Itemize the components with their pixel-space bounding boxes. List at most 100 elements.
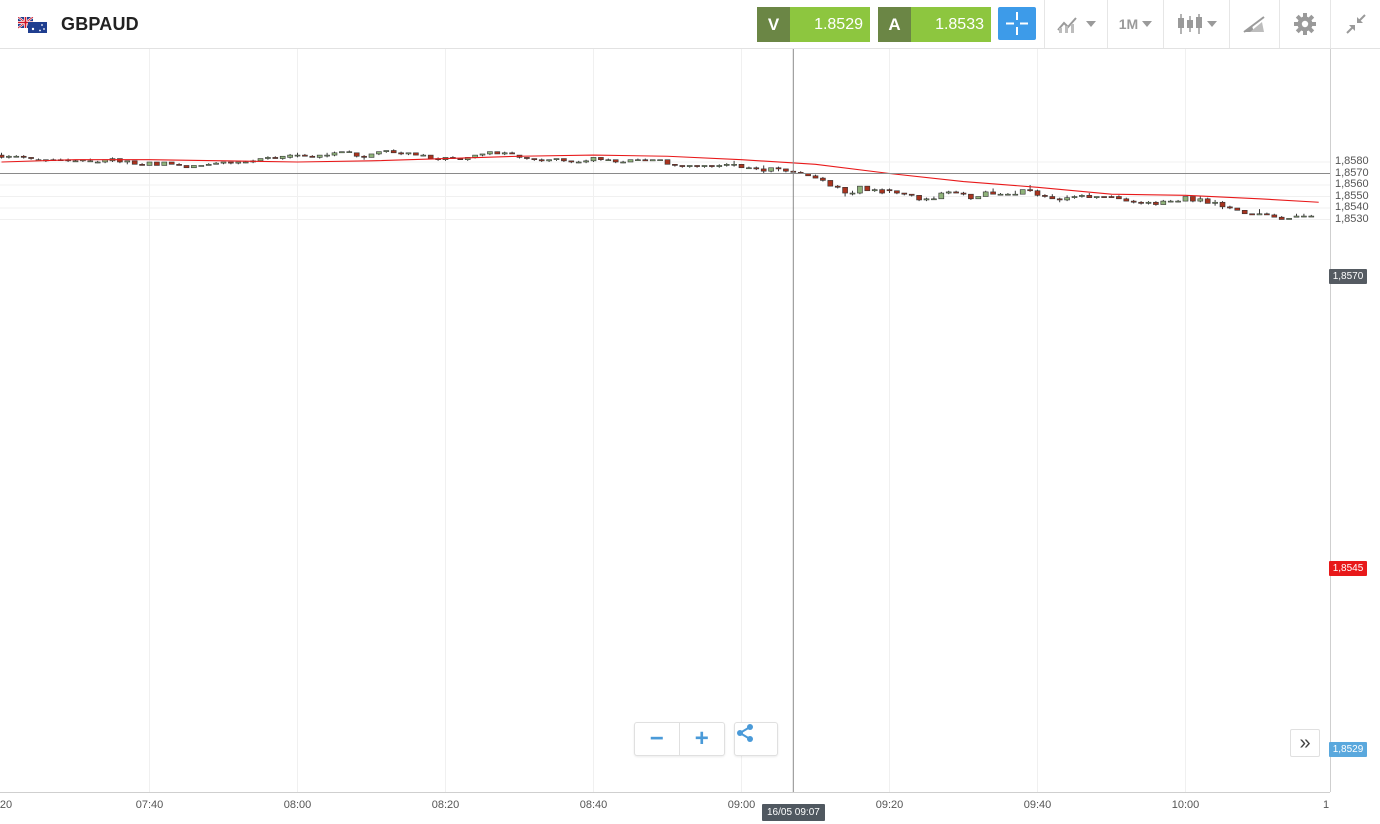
- candle-body-down: [864, 185, 871, 192]
- candle: [546, 159, 552, 162]
- y-tick-label: 1,8550: [1335, 189, 1369, 202]
- candle: [575, 160, 582, 164]
- candle-body-down: [812, 175, 819, 179]
- zoom-out-button[interactable]: −: [635, 723, 680, 755]
- candle: [1160, 199, 1167, 205]
- candle: [894, 190, 900, 195]
- candle-body-down: [842, 187, 848, 194]
- candle: [694, 165, 700, 168]
- crosshair-price-badge: 1,8570: [1329, 269, 1367, 284]
- candle-body-up: [1256, 213, 1263, 216]
- candle-body-up: [339, 151, 345, 154]
- candle: [176, 163, 182, 166]
- candle: [1301, 213, 1307, 218]
- candle-body-up: [945, 191, 952, 194]
- candle: [1042, 194, 1048, 198]
- candle: [1182, 196, 1189, 202]
- candle-body-up: [1145, 201, 1152, 204]
- candle: [20, 155, 27, 159]
- candle: [612, 159, 619, 164]
- candle: [1056, 197, 1063, 203]
- candle-body-up: [849, 192, 856, 195]
- candle-body-down: [834, 185, 841, 188]
- timeframe-dropdown[interactable]: 1M: [1107, 0, 1163, 48]
- candle: [131, 160, 138, 165]
- candle-body-up: [124, 160, 131, 163]
- candle: [94, 160, 101, 164]
- gear-icon: [1294, 13, 1316, 35]
- candle: [701, 165, 708, 168]
- candle: [1308, 214, 1315, 218]
- x-tick-label: 08:20: [431, 799, 460, 811]
- candle-body-up: [420, 154, 427, 157]
- y-tick-label: 1,8580: [1335, 155, 1369, 167]
- candle: [598, 157, 604, 161]
- symbol-title: GBPAUD: [61, 14, 139, 34]
- candle: [1138, 201, 1144, 205]
- collapse-button[interactable]: [1330, 0, 1380, 48]
- candle: [916, 195, 922, 202]
- candle-body-down: [561, 158, 567, 162]
- candle-body-up: [1064, 197, 1070, 201]
- candle-body-up: [235, 161, 242, 164]
- candle-body-down: [1116, 196, 1122, 200]
- x-tick-label: 20: [0, 799, 13, 811]
- y-tick-label: 1,8540: [1335, 201, 1369, 213]
- x-tick-label: 10:00: [1171, 799, 1200, 811]
- candle: [509, 151, 515, 155]
- chart-canvas[interactable]: [0, 49, 1380, 824]
- sell-label: V: [757, 7, 790, 42]
- candle-body-down: [131, 160, 138, 165]
- candle: [479, 153, 486, 157]
- last-price-badge: 1,8529: [1329, 742, 1367, 757]
- zoom-in-button[interactable]: +: [694, 725, 709, 752]
- candle-body-down: [272, 157, 279, 159]
- candle: [183, 165, 190, 169]
- candle: [1219, 201, 1226, 210]
- candle-body-down: [990, 191, 996, 195]
- sell-price-button[interactable]: V 1.8529: [757, 7, 870, 42]
- candle-body-down: [302, 154, 308, 157]
- candle-body-down: [694, 165, 700, 167]
- candlestick-icon: [1177, 14, 1202, 34]
- candle-body-up: [501, 152, 508, 155]
- buy-price-button[interactable]: A 1.8533: [878, 7, 991, 42]
- collapse-icon: [1345, 14, 1366, 34]
- settings-button[interactable]: [1279, 0, 1330, 48]
- candle-body-up: [265, 157, 271, 159]
- candle-body-down: [1204, 198, 1211, 204]
- candle: [331, 151, 338, 157]
- moving-average-line: [1, 154, 1319, 203]
- candle: [6, 155, 12, 159]
- candle-type-dropdown[interactable]: [1163, 0, 1229, 48]
- candle-body-down: [960, 192, 967, 195]
- candle-body-up: [1005, 193, 1011, 196]
- candle-body-down: [679, 165, 686, 167]
- candle: [13, 155, 20, 158]
- price-chart[interactable]: 1,8580 1,8570 1,8560 1,8550 1,8540 1,8530 20 0…: [0, 49, 1380, 824]
- candle: [316, 154, 323, 159]
- share-button[interactable]: [734, 722, 778, 756]
- candle-body-up: [287, 154, 293, 158]
- x-tick-label: 08:00: [283, 799, 312, 811]
- chevron-down-icon: [1086, 21, 1096, 27]
- candle-body-down: [1042, 195, 1048, 197]
- candle: [531, 158, 538, 161]
- scroll-to-latest-button[interactable]: »: [1290, 729, 1320, 757]
- candle: [1264, 212, 1270, 216]
- drawing-tools-button[interactable]: [1229, 0, 1279, 48]
- candle-body-down: [664, 159, 671, 165]
- candle: [1123, 197, 1130, 202]
- candle: [1190, 196, 1196, 203]
- crosshair-toggle-button[interactable]: [998, 7, 1036, 40]
- candle-body-down: [524, 157, 530, 159]
- candle-body-down: [1219, 201, 1226, 208]
- candle: [376, 151, 382, 156]
- candle: [849, 190, 856, 196]
- candle: [945, 190, 952, 195]
- candle: [1249, 213, 1255, 216]
- candle: [1212, 199, 1218, 206]
- chart-style-dropdown[interactable]: [1044, 0, 1107, 48]
- candle-body-down: [168, 161, 175, 165]
